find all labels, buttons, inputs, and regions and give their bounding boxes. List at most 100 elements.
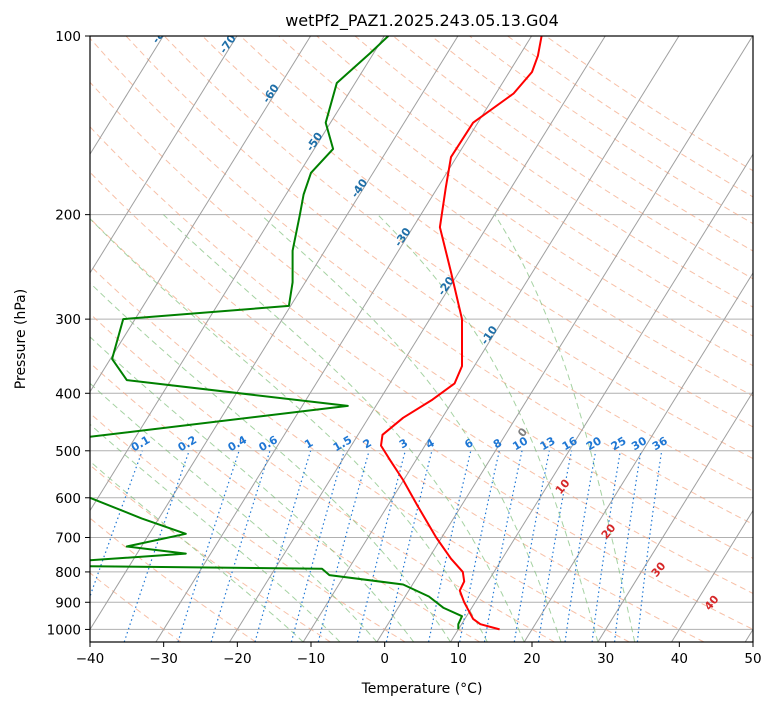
moist-adiabat — [163, 214, 525, 642]
mixing-ratio-line — [483, 450, 523, 642]
moist-adiabat — [90, 382, 378, 642]
moist-adiabat — [90, 282, 451, 642]
y-tick-label: 500 — [55, 444, 81, 460]
isotherm-label: -80 — [149, 22, 171, 46]
profile-series — [90, 36, 543, 631]
isotherm-line — [229, 36, 606, 642]
y-tick-label: 300 — [55, 312, 81, 328]
mixing-ratio-label: 3 — [397, 436, 410, 451]
isotherm-line — [523, 272, 753, 642]
dry-adiabat — [90, 412, 406, 642]
isotherm-line — [90, 36, 385, 512]
isotherm-label: -10 — [478, 323, 500, 347]
mixing-ratio-line — [254, 450, 312, 642]
mixing-ratio-line — [636, 450, 663, 642]
y-tick-label: 600 — [55, 491, 81, 507]
moist-adiabat — [90, 460, 304, 642]
mixing-ratio-line — [459, 450, 500, 642]
mixing-ratio-label: 4 — [424, 436, 437, 451]
dry-adiabat — [316, 36, 753, 337]
dry-adiabat — [507, 36, 753, 198]
adiabat-label: 40 — [702, 593, 722, 613]
moist-adiabats — [90, 214, 636, 642]
x-tick-label: 40 — [671, 651, 688, 667]
isotherm-line — [671, 509, 753, 642]
dry-adiabat — [90, 126, 753, 594]
isotherm-label: -40 — [348, 176, 370, 200]
isotherm-line — [450, 153, 753, 642]
isotherm-line — [155, 36, 533, 642]
x-tick-label: −20 — [223, 651, 252, 667]
mixing-ratio-line — [428, 450, 472, 642]
dry-adiabat — [240, 36, 753, 397]
mixing-ratio-line — [537, 450, 573, 642]
moist-adiabat — [377, 214, 599, 642]
mixing-ratio-label: 6 — [462, 436, 475, 451]
x-tick-label: −30 — [149, 651, 178, 667]
x-tick-label: 20 — [523, 651, 540, 667]
isotherm-line — [90, 36, 312, 393]
moist-adiabat — [90, 423, 341, 642]
moist-adiabat — [260, 214, 562, 642]
isotherm-label: -60 — [260, 81, 282, 105]
x-axis-ticks: −40 −30 −20 −10 0 10 20 30 40 50 — [76, 642, 762, 667]
x-tick-label: 10 — [450, 651, 467, 667]
isopleth-labels: 0.1 0.2 0.4 0.6 1 1.5 2 3 4 6 8 10 13 16 20 25 30 36-100-… — [0, 19, 722, 613]
temperature-profile — [380, 36, 543, 631]
y-axis-label: Pressure (hPa) — [13, 289, 29, 389]
dry-adiabat — [90, 312, 555, 642]
mixing-ratio-line — [177, 450, 240, 642]
isotherm-line — [90, 36, 164, 156]
isotherm-line — [744, 628, 753, 642]
isotherm-line — [302, 36, 680, 642]
mixing-ratio-line — [564, 450, 597, 642]
isotherm-label: -100 — [0, 19, 26, 49]
dry-adiabat — [90, 572, 182, 642]
moist-adiabat — [90, 336, 415, 642]
dry-adiabat — [392, 36, 753, 280]
y-tick-label: 200 — [55, 208, 81, 224]
mixing-ratio-line — [210, 450, 271, 642]
mixing-ratio-line — [385, 450, 433, 642]
isotherm-label: -30 — [392, 225, 414, 249]
plot-frame — [89, 35, 754, 643]
dry-adiabat — [125, 36, 753, 492]
skewed-isotherms — [90, 36, 753, 642]
moist-adiabat — [90, 218, 488, 642]
dry-adiabat — [90, 362, 481, 642]
mixing-ratio-label: 2 — [361, 436, 374, 451]
dry-adiabat — [90, 217, 705, 642]
dry-adiabats — [90, 36, 753, 642]
y-tick-label: 1000 — [47, 622, 81, 638]
dry-adiabat — [90, 171, 753, 630]
mixing-ratio-lines — [90, 450, 663, 642]
x-tick-label: 0 — [380, 651, 389, 667]
dry-adiabat — [90, 464, 331, 642]
dry-adiabat — [90, 517, 256, 642]
dry-adiabat — [278, 36, 753, 367]
adiabat-label: 10 — [553, 476, 573, 496]
adiabat-label: 30 — [649, 559, 669, 579]
isotherm-line — [90, 36, 238, 274]
chart-title: wetPf2_PAZ1.2025.243.05.13.G04 — [285, 11, 559, 31]
isotherm-line — [90, 36, 459, 631]
x-tick-label: −40 — [76, 651, 105, 667]
plot-area: 0.1 0.2 0.4 0.6 1 1.5 2 3 4 6 8 10 13 16 20 25 30 36-100-… — [0, 19, 753, 642]
mixing-ratio-label: 8 — [491, 436, 504, 451]
mixing-ratio-line — [614, 450, 642, 642]
dry-adiabat — [90, 264, 630, 642]
dewpoint-profile — [90, 36, 463, 630]
mixing-ratio-line — [513, 450, 550, 642]
y-tick-label: 400 — [55, 386, 81, 402]
isotherm-line — [376, 36, 753, 642]
y-tick-label: 900 — [55, 595, 81, 611]
dry-adiabat — [163, 36, 753, 460]
isotherm-line — [597, 390, 753, 642]
isotherm-label: -50 — [303, 130, 325, 154]
y-tick-label: 800 — [55, 565, 81, 581]
dry-adiabat — [90, 37, 753, 525]
mixing-ratio-line — [290, 450, 345, 642]
y-tick-label: 700 — [55, 531, 81, 547]
y-axis-ticks: 100 200 300 400 500 600 700 800 900 1000 — [47, 29, 90, 638]
